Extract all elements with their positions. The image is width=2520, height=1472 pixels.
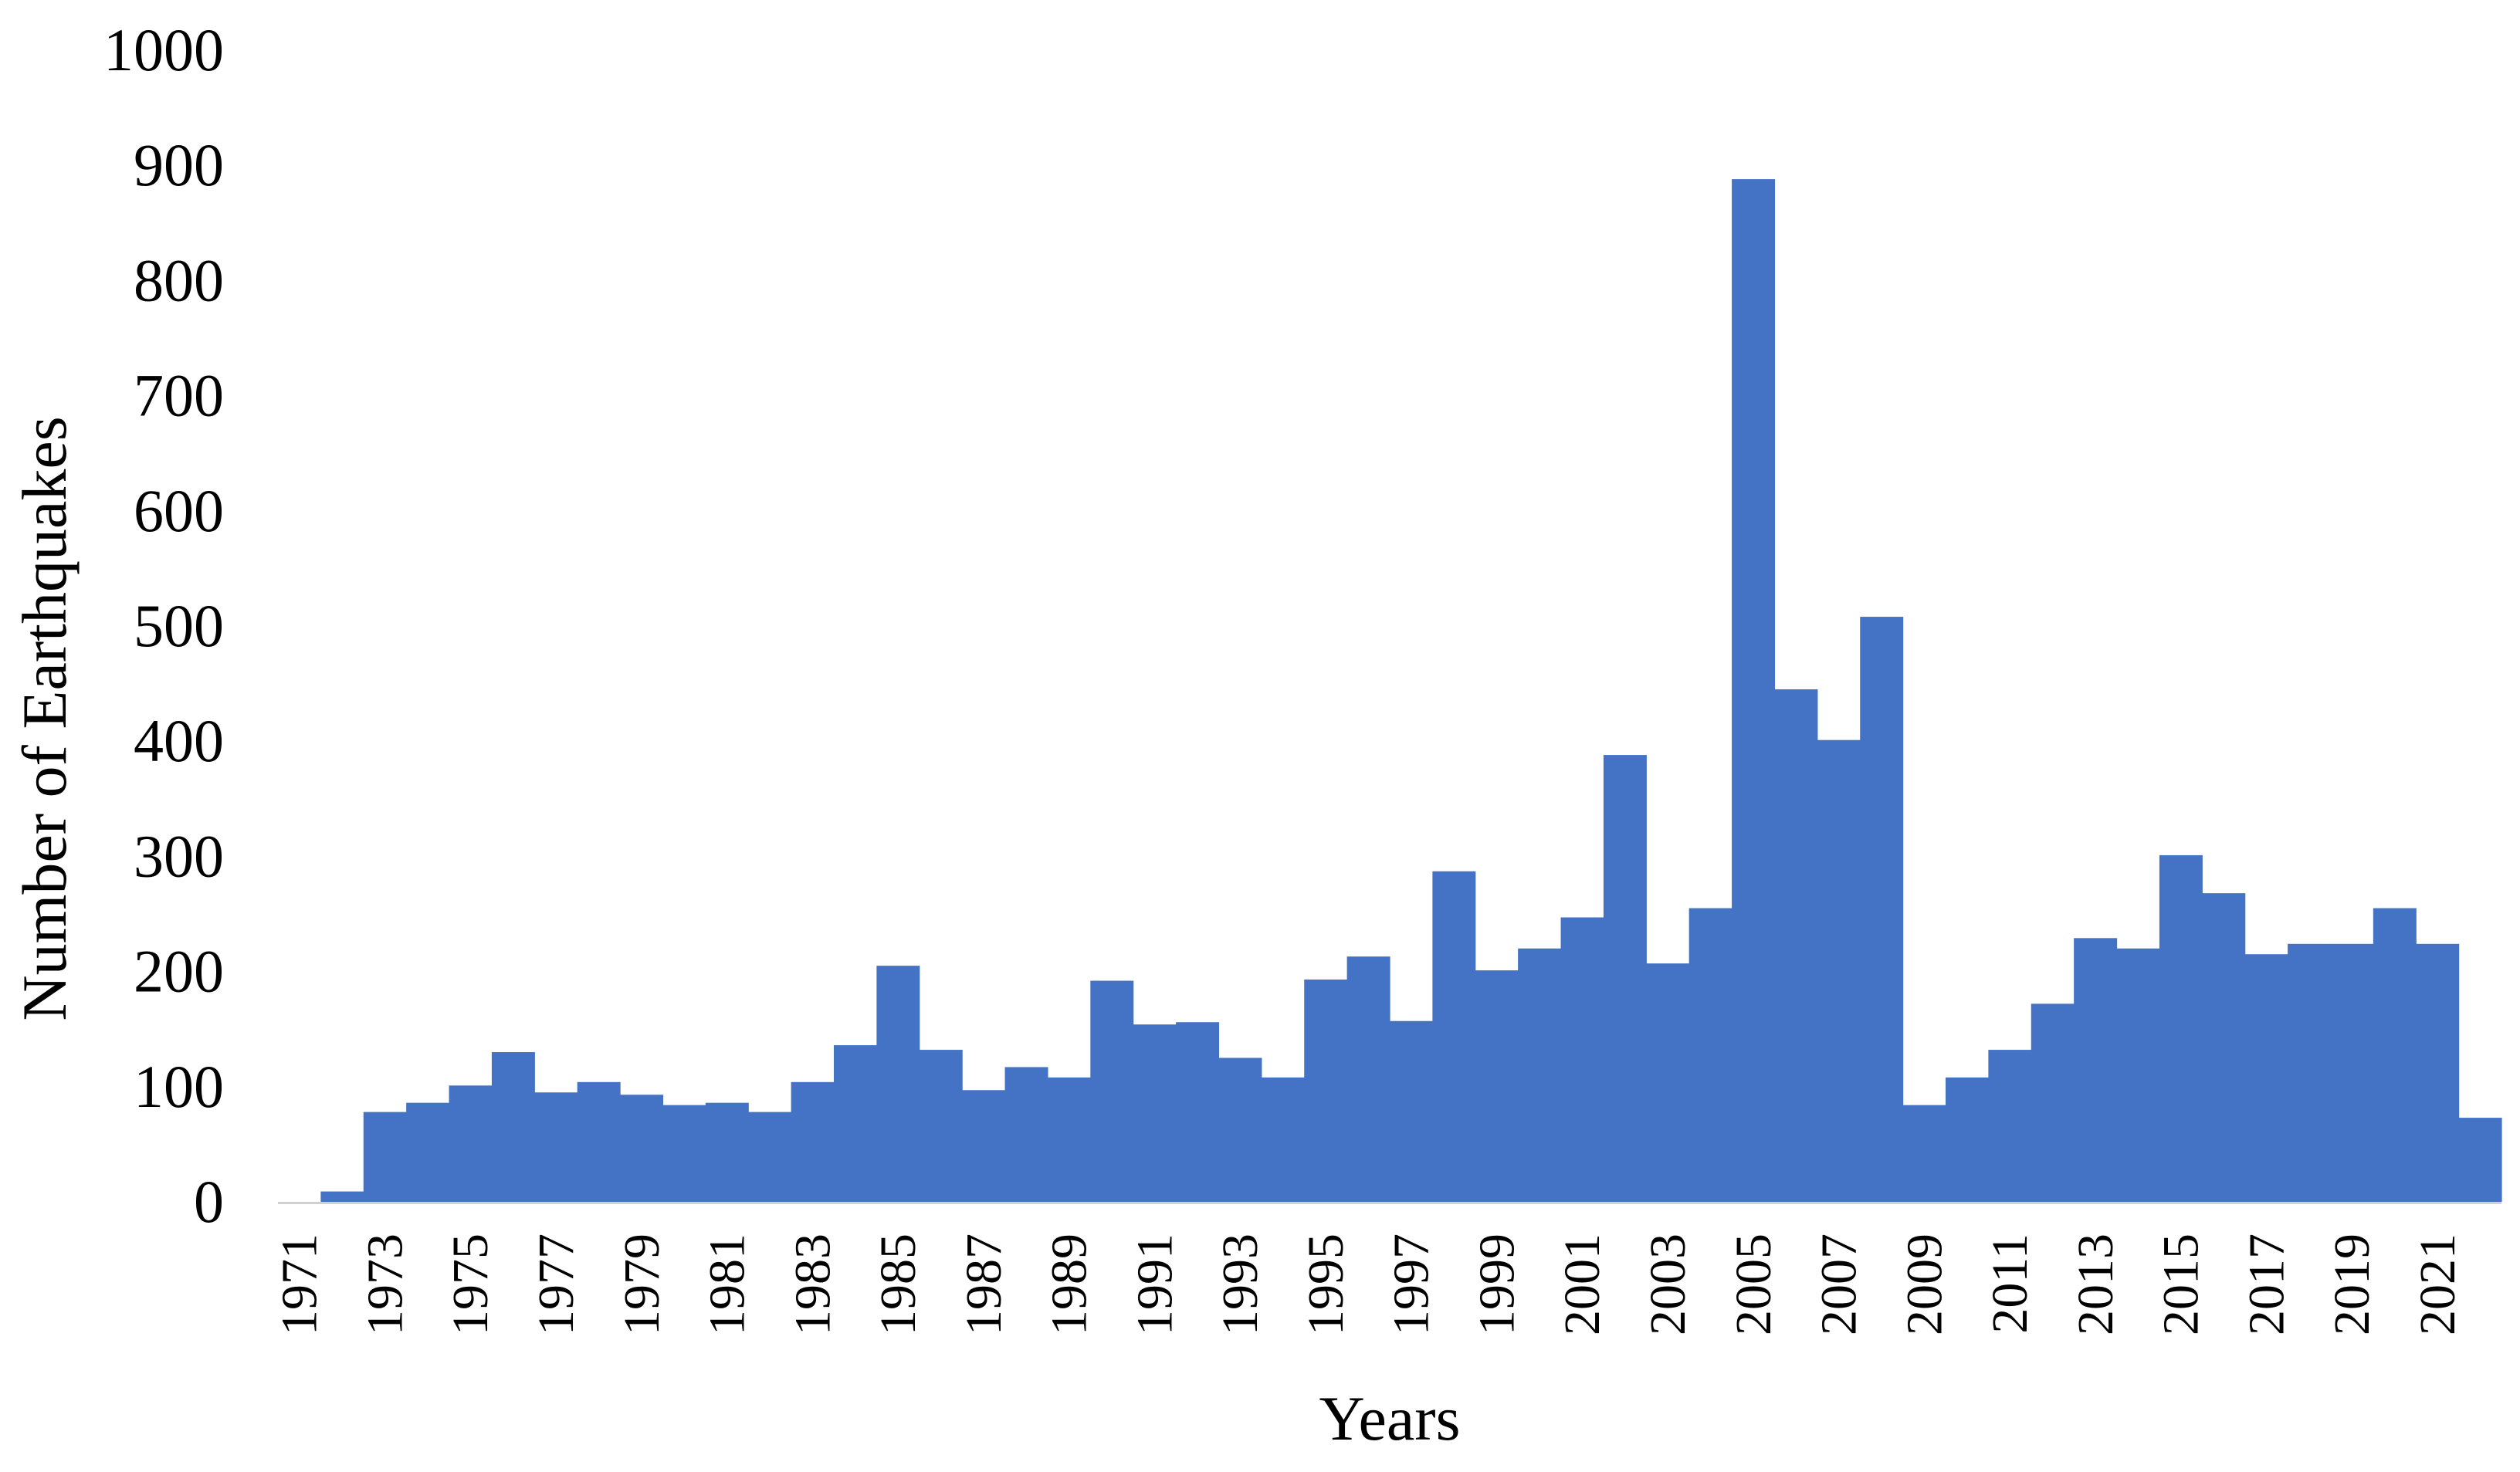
x-tick-label: 2017 bbox=[2238, 1233, 2295, 1335]
bar-2002 bbox=[1603, 755, 1647, 1202]
y-tick-label: 300 bbox=[134, 822, 224, 889]
y-axis-title: Number of Earthquakes bbox=[9, 416, 80, 1020]
x-tick-label: 1971 bbox=[272, 1233, 328, 1335]
bar-2003 bbox=[1646, 963, 1690, 1202]
bar-1986 bbox=[919, 1050, 963, 1202]
bar-2012 bbox=[2031, 1003, 2075, 1202]
y-tick-label: 0 bbox=[194, 1168, 224, 1235]
x-tick-label: 2009 bbox=[1896, 1233, 1953, 1335]
bar-1988 bbox=[1004, 1067, 1048, 1202]
bar-1974 bbox=[406, 1102, 450, 1202]
y-tick-label: 1000 bbox=[103, 16, 224, 83]
x-tick-label: 1989 bbox=[1042, 1233, 1098, 1335]
bar-1984 bbox=[834, 1045, 877, 1202]
x-tick-label: 2003 bbox=[1640, 1233, 1696, 1335]
x-tick-label: 1981 bbox=[699, 1233, 756, 1335]
x-tick-label: 1983 bbox=[784, 1233, 841, 1335]
bar-2010 bbox=[1946, 1077, 1989, 1202]
bar-1977 bbox=[534, 1092, 578, 1202]
bar-1991 bbox=[1133, 1024, 1177, 1202]
bar-2017 bbox=[2244, 954, 2288, 1202]
bar-2008 bbox=[1860, 617, 1904, 1202]
bar-1972 bbox=[320, 1191, 364, 1202]
x-tick-label: 2013 bbox=[2068, 1233, 2124, 1335]
x-tick-label: 1979 bbox=[614, 1233, 670, 1335]
x-tick-label: 1995 bbox=[1298, 1233, 1354, 1335]
bar-1975 bbox=[449, 1085, 493, 1202]
x-tick-label: 1987 bbox=[956, 1233, 1012, 1335]
bar-2021 bbox=[2416, 943, 2460, 1202]
x-tick-label: 1999 bbox=[1469, 1233, 1526, 1335]
bar-2005 bbox=[1732, 179, 1776, 1203]
x-tick-label: 2019 bbox=[2324, 1233, 2380, 1335]
x-tick-label: 1977 bbox=[528, 1233, 584, 1335]
bar-1993 bbox=[1218, 1057, 1262, 1202]
y-tick-label: 600 bbox=[134, 477, 224, 544]
bar-1996 bbox=[1346, 956, 1390, 1202]
bar-1983 bbox=[791, 1081, 835, 1202]
x-tick-label: 2015 bbox=[2153, 1233, 2210, 1335]
bar-1982 bbox=[748, 1112, 792, 1202]
bar-1973 bbox=[363, 1112, 407, 1202]
bar-1985 bbox=[876, 966, 920, 1202]
x-tick-label: 2011 bbox=[1982, 1233, 2038, 1334]
x-tick-label: 2021 bbox=[2410, 1233, 2466, 1335]
bar-2015 bbox=[2159, 854, 2203, 1202]
y-tick-label: 800 bbox=[134, 246, 224, 313]
bar-2019 bbox=[2330, 943, 2374, 1202]
bar-1998 bbox=[1432, 871, 1476, 1202]
y-tick-label: 200 bbox=[134, 938, 224, 1005]
bar-2018 bbox=[2288, 943, 2332, 1202]
x-tick-label: 1991 bbox=[1126, 1233, 1183, 1335]
bar-1997 bbox=[1390, 1020, 1433, 1202]
bar-2014 bbox=[2116, 948, 2160, 1202]
bar-1981 bbox=[705, 1102, 749, 1202]
bar-1980 bbox=[662, 1105, 706, 1202]
bar-2000 bbox=[1518, 948, 1562, 1202]
x-tick-label: 1985 bbox=[870, 1233, 926, 1335]
y-tick-label: 700 bbox=[134, 362, 224, 429]
x-axis-title: Years bbox=[1319, 1383, 1460, 1453]
bar-2009 bbox=[1902, 1105, 1946, 1202]
bar-2013 bbox=[2074, 938, 2118, 1202]
y-tick-label: 500 bbox=[134, 592, 224, 659]
bar-2020 bbox=[2373, 908, 2417, 1202]
x-tick-labels: 1971 1973 1975 1977 1979 1981 1983 1985 1987 1989… bbox=[272, 1233, 2466, 1335]
bar-1995 bbox=[1304, 980, 1348, 1202]
bar-2016 bbox=[2202, 893, 2246, 1202]
bar-2007 bbox=[1817, 739, 1861, 1202]
bar-1976 bbox=[491, 1052, 535, 1202]
bar-2001 bbox=[1560, 917, 1604, 1202]
bar-1989 bbox=[1047, 1077, 1091, 1202]
x-tick-label: 2007 bbox=[1811, 1233, 1868, 1335]
x-tick-label: 1973 bbox=[357, 1233, 414, 1335]
x-tick-label: 1997 bbox=[1384, 1233, 1440, 1335]
x-tick-label: 1993 bbox=[1212, 1233, 1268, 1335]
y-tick-label: 900 bbox=[134, 131, 224, 198]
bar-1992 bbox=[1176, 1022, 1220, 1202]
x-tick-label: 2001 bbox=[1554, 1233, 1611, 1335]
bar-1979 bbox=[620, 1095, 664, 1202]
y-tick-label: 400 bbox=[134, 707, 224, 774]
bar-2022 bbox=[2458, 1118, 2502, 1202]
bars-group bbox=[320, 179, 2502, 1203]
bar-1987 bbox=[962, 1090, 1006, 1202]
y-tick-label: 100 bbox=[134, 1053, 224, 1120]
bar-1999 bbox=[1475, 970, 1519, 1202]
bar-1978 bbox=[577, 1081, 621, 1202]
y-tick-labels: 0 100 200 300 400 500 600 700 800 900 1000 bbox=[103, 16, 224, 1235]
bar-2006 bbox=[1774, 689, 1818, 1202]
bar-2004 bbox=[1688, 908, 1732, 1202]
x-tick-label: 2005 bbox=[1726, 1233, 1782, 1335]
x-tick-label: 1975 bbox=[442, 1233, 499, 1335]
bar-1994 bbox=[1261, 1077, 1305, 1202]
bar-1990 bbox=[1090, 980, 1134, 1202]
bar-2011 bbox=[1988, 1050, 2032, 1202]
